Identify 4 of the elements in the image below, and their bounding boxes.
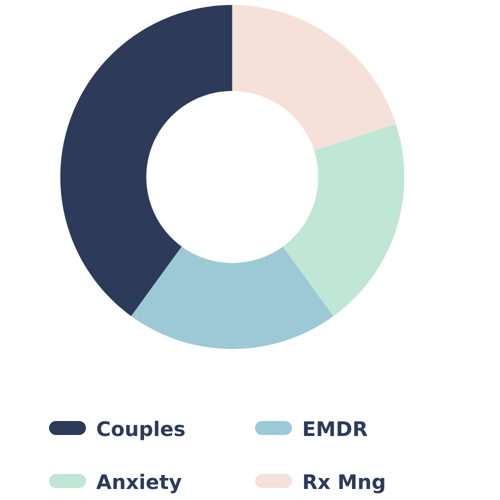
legend-label: EMDR [304, 421, 368, 436]
legend-label: Rx Mng [304, 474, 384, 494]
legend-label: Couples [97, 420, 185, 440]
legend-label: Anxiety [96, 474, 182, 494]
